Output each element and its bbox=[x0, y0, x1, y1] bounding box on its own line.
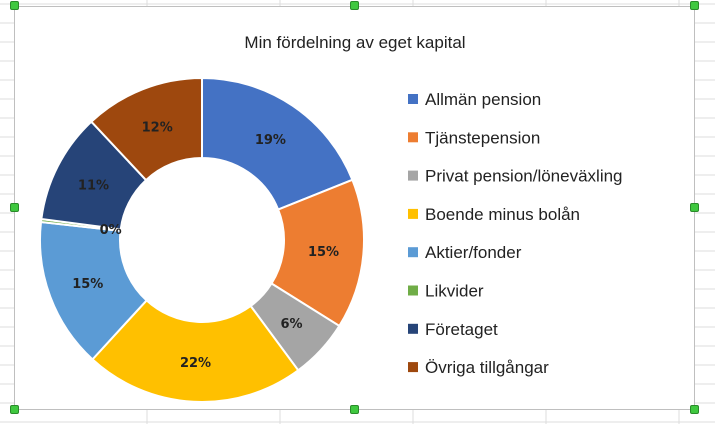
legend-entry-7[interactable]: Företaget bbox=[425, 320, 498, 339]
legend-swatch-1 bbox=[408, 94, 418, 104]
slice-4[interactable] bbox=[91, 299, 300, 403]
slice-1[interactable] bbox=[201, 76, 354, 211]
legend-swatch-4 bbox=[408, 208, 418, 219]
chart-title: Min fördelning av eget kapital bbox=[244, 33, 465, 52]
resize-handle-top-right[interactable] bbox=[690, 1, 699, 10]
legend-entry-3[interactable]: Privat pension/löneväxling bbox=[425, 167, 623, 186]
resize-handle-middle-right[interactable] bbox=[690, 203, 699, 212]
data-label-7: 11% bbox=[78, 178, 109, 193]
resize-handle-top-middle[interactable] bbox=[350, 1, 359, 10]
legend-entry-1[interactable]: Allmän pension bbox=[425, 90, 541, 109]
legend-swatch-3 bbox=[408, 170, 418, 181]
legend-swatch-5 bbox=[408, 247, 418, 258]
data-label-8: 12% bbox=[142, 121, 173, 136]
legend: Allmän pension Tjänstepension Privat pensi… bbox=[408, 90, 623, 377]
legend-entry-5[interactable]: Aktier/fonder bbox=[425, 243, 522, 262]
data-label-6: 0% bbox=[100, 223, 122, 238]
legend-entry-8[interactable]: Övriga tillgångar bbox=[425, 358, 549, 377]
slice-8[interactable] bbox=[89, 76, 203, 182]
data-label-1: 19% bbox=[255, 133, 286, 148]
doughnut-slices bbox=[39, 76, 365, 403]
legend-entry-2[interactable]: Tjänstepension bbox=[425, 128, 540, 147]
resize-handle-top-left[interactable] bbox=[10, 1, 19, 10]
legend-swatch-8 bbox=[408, 362, 418, 373]
resize-handle-bottom-middle[interactable] bbox=[350, 405, 359, 414]
legend-swatch-6 bbox=[408, 285, 418, 296]
resize-handle-bottom-right[interactable] bbox=[690, 405, 699, 414]
legend-swatch-2 bbox=[408, 132, 418, 143]
resize-handle-middle-left[interactable] bbox=[10, 203, 19, 212]
legend-swatch-7 bbox=[408, 323, 418, 334]
data-labels: 19% 15% 6% 22% 15% 0% 11% 12% bbox=[72, 121, 339, 371]
data-label-4: 22% bbox=[180, 356, 211, 371]
data-label-3: 6% bbox=[280, 317, 302, 332]
data-label-2: 15% bbox=[308, 245, 339, 260]
legend-entry-4[interactable]: Boende minus bolån bbox=[425, 205, 580, 224]
resize-handle-bottom-left[interactable] bbox=[10, 405, 19, 414]
legend-entry-6[interactable]: Likvider bbox=[425, 282, 484, 301]
data-label-5: 15% bbox=[72, 277, 103, 292]
